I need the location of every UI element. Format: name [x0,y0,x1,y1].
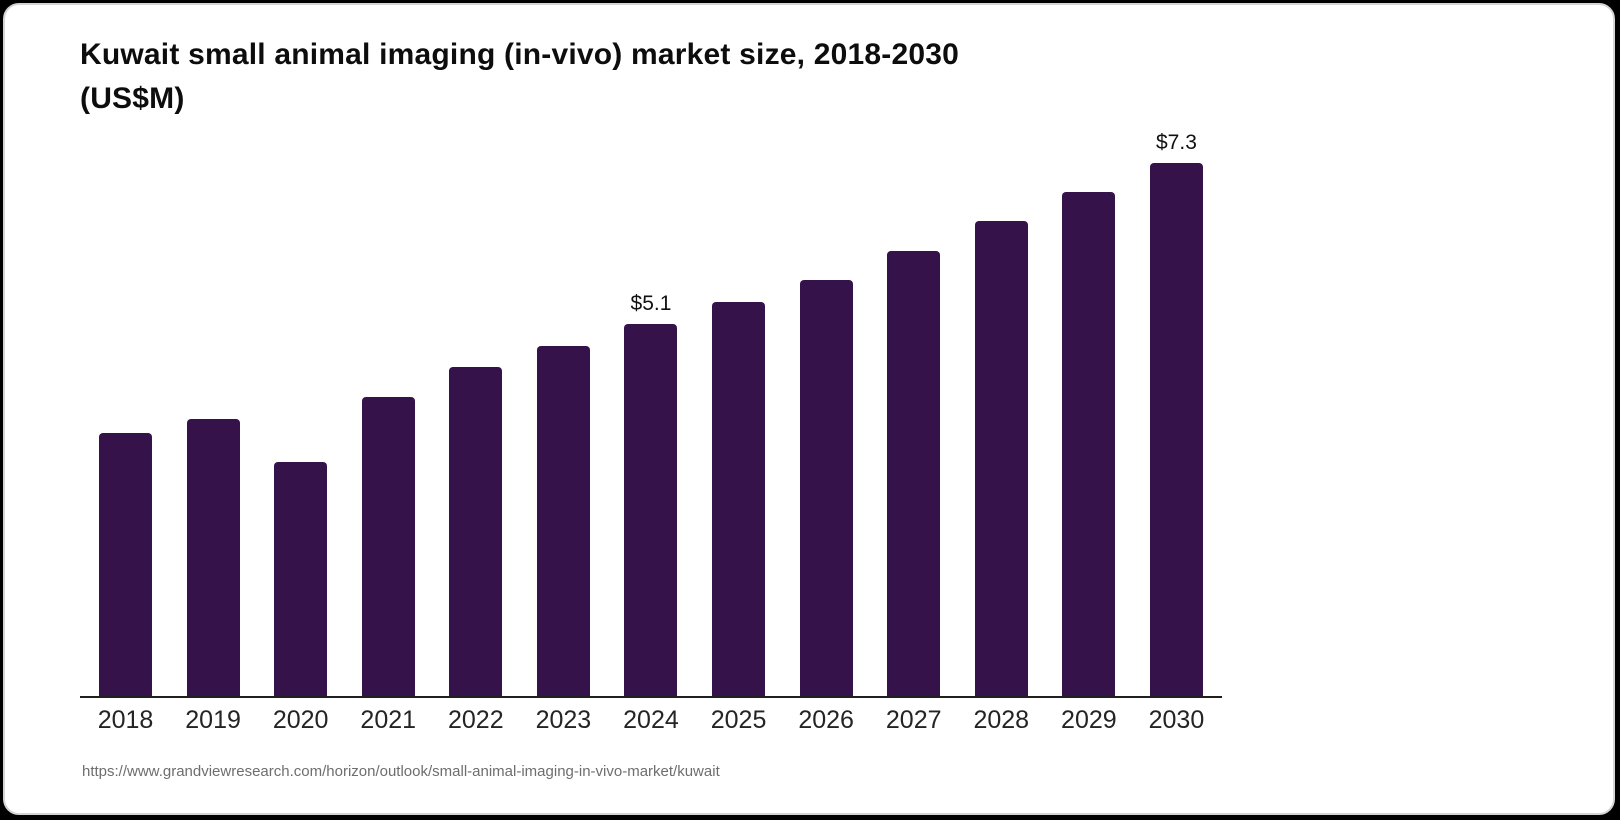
x-tick-2022: 2022 [448,706,504,734]
x-tick-2030: 2030 [1148,706,1205,734]
bars-container: $5.1 $7.3 [80,116,1222,696]
source-url: https://www.grandviewresearch.com/horizo… [82,763,720,780]
bar-2024[interactable] [624,324,678,696]
bar-2030[interactable] [1149,163,1203,696]
bar-2028[interactable] [974,221,1028,696]
bar-group-2029 [1062,192,1116,696]
x-tick-2026: 2026 [798,706,854,734]
bar-group-2027 [887,251,941,696]
bar-2025[interactable] [712,302,766,696]
bar-group-2026 [799,280,853,696]
x-tick-2029: 2029 [1061,706,1117,734]
bar-2021[interactable] [361,397,415,696]
bar-group-2022 [449,367,503,696]
bar-2019[interactable] [186,419,240,696]
bar-2020[interactable] [274,462,328,696]
bar-2023[interactable] [536,346,590,696]
bar-group-2028 [974,221,1028,696]
bar-group-2025 [712,302,766,696]
bar-value-label-2030: $7.3 [1156,131,1197,154]
bar-value-label-2024: $5.1 [630,292,672,315]
bar-group-2021 [361,397,415,696]
bar-2022[interactable] [449,367,503,696]
bar-group-2024: $5.1 [624,292,678,696]
bar-group-2030: $7.3 [1149,131,1203,696]
bar-group-2020 [274,462,328,696]
x-tick-2024: 2024 [623,706,679,734]
chart-card: Kuwait small animal imaging (in-vivo) ma… [3,3,1615,815]
bar-group-2019 [186,419,240,696]
x-tick-2027: 2027 [885,706,942,734]
x-tick-2020: 2020 [272,706,329,734]
x-tick-2021: 2021 [360,706,417,734]
chart-title-line-1: Kuwait small animal imaging (in-vivo) ma… [80,38,959,71]
x-axis-labels: 2018 2019 2020 2021 2022 2023 2024 2025 2026 2027… [80,706,1222,735]
x-tick-2018: 2018 [97,706,154,734]
bar-2026[interactable] [799,280,853,696]
x-tick-2025: 2025 [710,706,767,734]
bar-group-2018 [99,433,152,696]
chart-title: Kuwait small animal imaging (in-vivo) ma… [80,33,959,121]
chart-title-line-2: (US$M) [80,82,185,115]
x-axis-line [80,696,1222,698]
bar-2029[interactable] [1062,192,1116,696]
bar-2027[interactable] [887,251,941,696]
x-tick-2023: 2023 [535,706,592,734]
x-tick-2019: 2019 [185,706,241,734]
x-tick-2028: 2028 [973,706,1030,734]
bar-group-2023 [536,346,590,696]
bar-2018[interactable] [99,433,152,696]
